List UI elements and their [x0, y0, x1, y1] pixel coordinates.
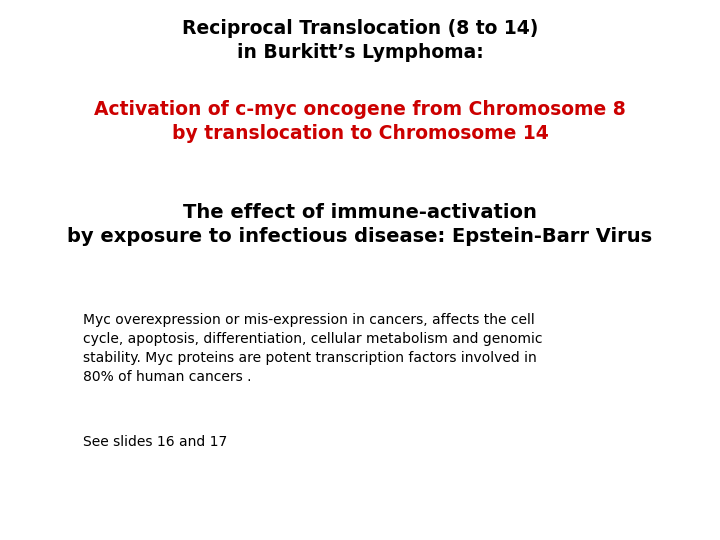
Text: See slides 16 and 17: See slides 16 and 17	[83, 435, 227, 449]
Text: Reciprocal Translocation (8 to 14)
in Burkitt’s Lymphoma:: Reciprocal Translocation (8 to 14) in Bu…	[182, 19, 538, 62]
Text: Activation of c-myc oncogene from Chromosome 8
by translocation to Chromosome 14: Activation of c-myc oncogene from Chromo…	[94, 100, 626, 143]
Text: The effect of immune-activation
by exposure to infectious disease: Epstein-Barr : The effect of immune-activation by expos…	[68, 202, 652, 246]
Text: Myc overexpression or mis-expression in cancers, affects the cell
cycle, apoptos: Myc overexpression or mis-expression in …	[83, 313, 542, 384]
